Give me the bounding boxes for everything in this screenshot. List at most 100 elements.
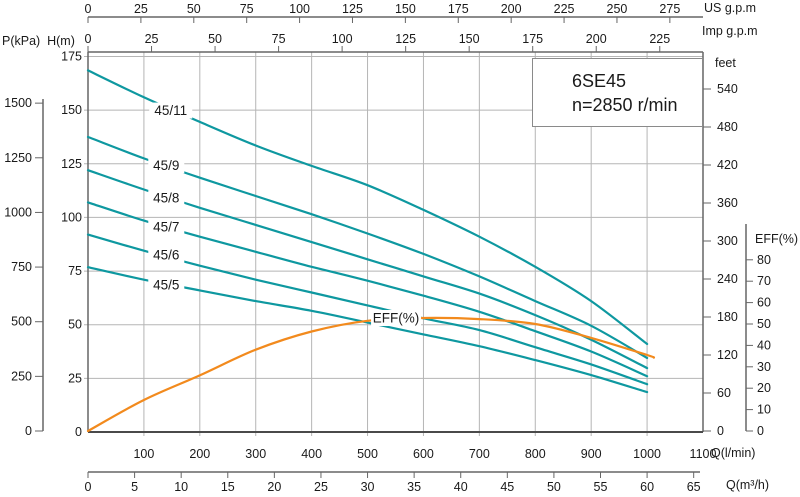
curve-label-45-11: 45/11: [154, 103, 187, 118]
pressure-tick-label: 0: [25, 424, 32, 438]
us-gpm-tick-label: 50: [187, 2, 201, 16]
us-gpm-tick-label: 275: [659, 2, 680, 16]
feet-tick-label: 540: [717, 82, 738, 96]
eff-tick-label: 40: [757, 338, 771, 352]
us-gpm-tick-label: 125: [342, 2, 363, 16]
head-tick-label: 100: [61, 210, 82, 224]
curve-label-45-8-bg: [148, 190, 185, 207]
head-tick-label: 150: [61, 103, 82, 117]
flow-m3h-tick-label: 30: [361, 480, 375, 494]
eff-axis-label: EFF(%): [755, 232, 799, 246]
flow-lmin-tick-label: 1000: [633, 447, 661, 461]
pressure-tick-label: 1000: [4, 205, 32, 219]
feet-tick-label: 480: [717, 120, 738, 134]
flow-lmin-tick-label: 200: [189, 447, 210, 461]
curve-label-45-9: 45/9: [153, 158, 179, 173]
curve-label-45-7: 45/7: [153, 220, 179, 235]
us-gpm-tick-label: 75: [240, 2, 254, 16]
us-gpm-tick-label: 200: [501, 2, 522, 16]
pressure-tick-label: 250: [11, 369, 32, 383]
head-tick-label: 175: [61, 50, 82, 64]
eff-tick-label: 0: [757, 424, 764, 438]
flow-lmin-tick-label: 900: [581, 447, 602, 461]
curve-label-efficiency: EFF(%): [373, 311, 420, 326]
us-gpm-tick-label: 225: [554, 2, 575, 16]
imp-gpm-axis-label: Imp g.p.m: [702, 24, 758, 38]
flow-lmin-tick-label: 1100: [690, 447, 717, 461]
flow-m3h-tick-label: 35: [407, 480, 421, 494]
eff-tick-label: 20: [757, 381, 771, 395]
flow-lmin-tick-label: 300: [245, 447, 266, 461]
head-tick-label: 75: [68, 264, 82, 278]
us-gpm-tick-label: 25: [134, 2, 148, 16]
us-gpm-tick-label: 0: [85, 2, 92, 16]
imp-gpm-tick-label: 100: [332, 32, 353, 46]
flow-m3h-tick-label: 10: [174, 480, 188, 494]
feet-tick-label: 180: [717, 310, 738, 324]
feet-tick-label: 60: [717, 386, 731, 400]
feet-tick-label: 300: [717, 234, 738, 248]
flow-m3h-tick-label: 20: [267, 480, 281, 494]
pump-speed: n=2850 r/min: [572, 94, 678, 115]
flow-m3h-tick-label: 0: [85, 480, 92, 494]
pump-model: 6SE45: [572, 70, 627, 91]
flow-m3h-tick-label: 45: [500, 480, 514, 494]
head-tick-label: 0: [75, 425, 82, 439]
curve-45-9: [86, 135, 649, 360]
flow-m3h-tick-label: 50: [547, 480, 561, 494]
curve-label-45-8: 45/8: [153, 191, 179, 206]
feet-tick-label: 240: [717, 272, 738, 286]
feet-tick-label: 420: [717, 158, 738, 172]
feet-tick-label: 120: [717, 348, 738, 362]
imp-gpm-tick-label: 0: [85, 32, 92, 46]
imp-gpm-tick-label: 75: [272, 32, 286, 46]
pressure-tick-label: 500: [11, 315, 32, 329]
flow-lmin-tick-label: 500: [357, 447, 378, 461]
head-tick-label: 50: [68, 318, 82, 332]
flow-lmin-tick-label: 100: [133, 447, 154, 461]
eff-tick-label: 70: [757, 274, 771, 288]
flow-lmin-tick-label: 700: [469, 447, 490, 461]
flow-m3h-tick-label: 5: [131, 480, 138, 494]
title-box: 6SE45 n=2850 r/min: [532, 58, 703, 127]
flow-m3h-axis-label: Q(m³/h): [726, 478, 770, 492]
flow-m3h-tick-label: 55: [594, 480, 608, 494]
flow-m3h-tick-label: 60: [640, 480, 654, 494]
imp-gpm-tick-label: 150: [459, 32, 480, 46]
curve-label-45-9-bg: [148, 157, 185, 174]
flow-m3h-tick-label: 25: [314, 480, 328, 494]
imp-gpm-tick-label: 175: [522, 32, 543, 46]
pressure-tick-label: 1500: [4, 96, 32, 110]
imp-gpm-tick-label: 50: [208, 32, 222, 46]
us-gpm-axis-label: US g.p.m: [704, 1, 757, 15]
flow-lmin-tick-label: 400: [301, 447, 322, 461]
pressure-tick-label: 1250: [4, 151, 32, 165]
flow-m3h-tick-label: 65: [687, 480, 701, 494]
flow-lmin-axis-label: Q(l/min): [711, 446, 756, 460]
curve-label-45-6: 45/6: [153, 247, 179, 262]
flow-lmin-tick-label: 600: [413, 447, 434, 461]
imp-gpm-tick-label: 125: [395, 32, 416, 46]
flow-m3h-tick-label: 15: [221, 480, 235, 494]
eff-tick-label: 60: [757, 296, 771, 310]
imp-gpm-tick-label: 225: [649, 32, 670, 46]
head-axis-label: H(m): [47, 34, 75, 48]
imp-gpm-tick-label: 200: [586, 32, 607, 46]
us-gpm-tick-label: 175: [448, 2, 469, 16]
flow-lmin-tick-label: 800: [525, 447, 546, 461]
eff-tick-label: 30: [757, 360, 771, 374]
eff-tick-label: 50: [757, 317, 771, 331]
imp-gpm-tick-label: 25: [145, 32, 159, 46]
eff-tick-label: 80: [757, 253, 771, 267]
curve-efficiency: [86, 316, 656, 433]
head-tick-label: 25: [68, 371, 82, 385]
feet-tick-label: 0: [717, 424, 724, 438]
pressure-tick-label: 750: [11, 260, 32, 274]
curve-label-efficiency-bg: [371, 310, 422, 327]
flow-m3h-tick-label: 40: [454, 480, 468, 494]
pressure-axis-label: P(kPa): [2, 34, 41, 48]
head-tick-label: 125: [61, 157, 82, 171]
curve-label-45-6-bg: [148, 246, 185, 263]
